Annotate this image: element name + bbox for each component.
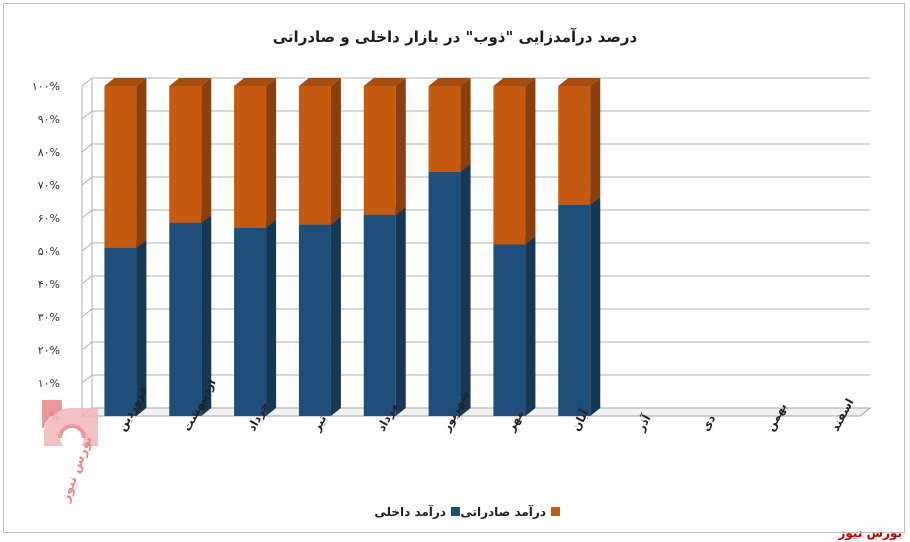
bar-top — [428, 78, 471, 86]
gridline-side — [81, 209, 93, 219]
bar-side — [460, 78, 471, 172]
gridline-side — [81, 143, 93, 153]
chart-title: درصد درآمدزایی "ذوب" در بازار داخلی و صا… — [273, 28, 638, 46]
legend: درآمد صادراتی درآمد داخلی — [374, 504, 560, 519]
y-tick-label: ۳۰% — [38, 311, 60, 324]
watermark-logo — [42, 400, 98, 450]
bar-side — [590, 196, 601, 416]
gridline-side — [81, 275, 93, 285]
gridline-side — [81, 308, 93, 318]
bar-export — [104, 86, 137, 248]
y-tick-label: ۱۰% — [38, 377, 60, 390]
gridline-side — [81, 341, 93, 351]
bar-export — [558, 86, 591, 205]
bar-domestic — [363, 214, 396, 416]
bar-domestic — [298, 224, 331, 416]
bar-side — [136, 78, 147, 248]
bar-top — [493, 78, 536, 86]
legend-swatch — [551, 507, 560, 516]
bar-side — [330, 78, 341, 225]
bar-export — [363, 86, 396, 215]
x-tick-label: دی — [698, 412, 718, 433]
gridline-side — [81, 110, 93, 120]
y-tick-label: ۴۰% — [38, 278, 60, 291]
bar-export — [298, 86, 331, 225]
bar-side — [460, 163, 471, 416]
bar-side — [395, 206, 406, 416]
bar-domestic — [558, 204, 591, 416]
bar-top — [104, 78, 147, 86]
bar-side — [395, 78, 406, 215]
y-tick-label: ۹۰% — [38, 113, 60, 126]
bar-export — [234, 86, 267, 228]
bar-side — [266, 78, 277, 228]
gridline-side — [81, 374, 93, 384]
bar-top — [169, 78, 212, 86]
y-tick-label: ۵۰% — [38, 245, 60, 258]
bar-domestic — [493, 244, 526, 416]
bar-domestic — [169, 222, 202, 416]
y-tick-label: ۱۰۰% — [32, 80, 60, 93]
bar-domestic — [234, 227, 267, 416]
bar-export — [493, 86, 526, 245]
bar-export — [428, 86, 461, 172]
y-axis-ticks: ۰%۱۰%۲۰%۳۰%۴۰%۵۰%۶۰%۷۰%۸۰%۹۰%۱۰۰% — [32, 80, 60, 423]
bar-top — [298, 78, 341, 86]
bar-side — [136, 239, 147, 416]
bar-top — [234, 78, 277, 86]
gridline-side — [81, 242, 93, 252]
bar-side — [590, 78, 601, 205]
x-axis-ticks: فروردین اردیبهشت خرداد تیر مرداد شهریور مهر آبا… — [115, 377, 857, 435]
y-tick-label: ۲۰% — [38, 344, 60, 357]
bar-domestic — [104, 247, 137, 416]
legend-label: درآمد داخلی — [374, 504, 446, 519]
y-tick-label: ۶۰% — [38, 212, 60, 225]
bars — [104, 78, 601, 416]
bar-export — [169, 86, 202, 223]
y-tick-label: ۸۰% — [38, 146, 60, 159]
bar-top — [363, 78, 406, 86]
x-tick-label: بهمن — [763, 400, 789, 433]
y-tick-label: ۷۰% — [38, 179, 60, 192]
source-label: بورس نیوز — [838, 526, 902, 540]
bar-side — [330, 216, 341, 416]
gridline-side — [81, 77, 93, 87]
bar-side — [266, 219, 277, 416]
legend-swatch — [451, 507, 460, 516]
bar-side — [201, 214, 212, 416]
gridline-side — [81, 176, 93, 186]
bar-side — [525, 78, 536, 245]
bar-side — [525, 236, 536, 416]
bar-domestic — [428, 171, 461, 416]
bar-top — [558, 78, 601, 86]
bar-side — [201, 78, 212, 223]
legend-label: درآمد صادراتی — [460, 504, 546, 519]
